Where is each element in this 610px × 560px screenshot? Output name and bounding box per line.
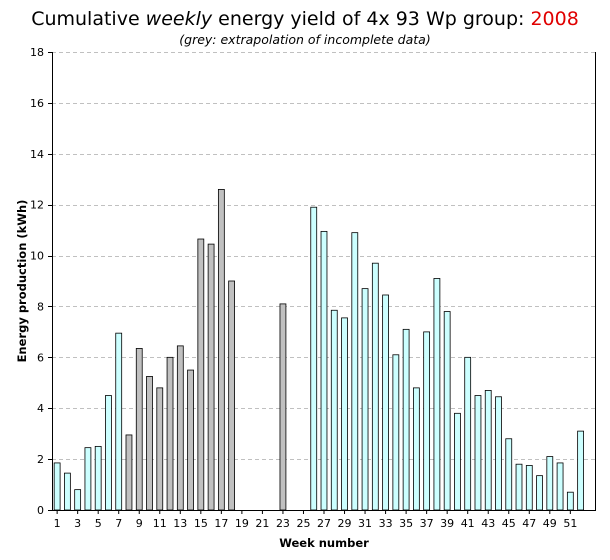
bar-extrapolated [166,356,174,511]
bar [84,447,92,511]
x-tick-label: 15 [194,517,208,530]
y-tick-label: 2 [37,453,44,466]
x-tick-label: 35 [399,517,413,530]
bar [74,489,82,511]
y-tick-label: 0 [37,504,44,517]
bar [412,387,420,511]
bar [94,445,102,511]
bar-extrapolated [217,188,225,511]
x-tick-label: 3 [74,517,81,530]
bar [392,354,400,511]
y-tick-labels: 0 2 4 6 8 10 12 14 16 18 [30,46,44,517]
axes [48,52,596,514]
x-tick-label: 29 [338,517,352,530]
bar [330,309,338,511]
bar-extrapolated [197,238,205,511]
bar [546,456,554,511]
y-tick-label: 14 [30,148,44,161]
x-tick-label: 23 [276,517,290,530]
y-tick-label: 6 [37,351,44,364]
bar-extrapolated [156,387,164,511]
bar-extrapolated [228,280,235,511]
x-tick-label: 9 [136,517,143,530]
x-tick-label: 7 [115,517,122,530]
x-tick-label: 39 [440,517,454,530]
x-tick-label: 1 [54,517,61,530]
x-tick-label: 45 [502,517,516,530]
chart-title-mid: energy yield of 4x 93 Wp group: [212,8,531,30]
x-tick-label: 43 [481,517,495,530]
bar [310,206,318,511]
bar-extrapolated [135,348,143,511]
x-tick-label: 27 [317,517,331,530]
x-tick-label: 49 [543,517,557,530]
chart-title-year: 2008 [530,8,579,30]
y-tick-label: 4 [37,402,44,415]
x-axis-label: Week number [279,536,369,550]
x-tick-label: 13 [173,517,187,530]
bar [495,396,502,511]
bar-extrapolated [146,376,153,511]
bar-extrapolated [125,434,133,511]
x-tick-label: 31 [358,517,372,530]
y-tick-label: 18 [30,46,44,59]
x-tick-label: 37 [420,517,434,530]
bar-extrapolated [279,303,287,511]
bar [402,328,410,511]
x-tick-label: 17 [214,517,228,530]
x-tick-label: 25 [296,517,310,530]
chart-title: Cumulative weekly energy yield of 4x 93 … [0,8,610,30]
bar-extrapolated [187,369,194,511]
bar [351,232,359,511]
bar [536,475,543,511]
bar [361,288,369,511]
bars [53,188,584,511]
x-tick-label: 21 [255,517,269,530]
bar [423,331,431,511]
bar [525,465,533,511]
bar [515,463,523,511]
x-tick-label: 5 [95,517,102,530]
bar [566,491,574,511]
bar [474,395,482,511]
bar [341,317,348,511]
chart-subtitle: (grey: extrapolation of incomplete data) [179,32,431,47]
bar [484,390,492,511]
y-tick-label: 10 [30,250,44,263]
y-axis-label: Energy production (kWh) [15,200,29,363]
bar [556,462,564,511]
x-tick-label: 19 [235,517,249,530]
x-tick-label: 47 [522,517,536,530]
bar [105,395,112,511]
bar [454,412,461,511]
bar [115,332,123,511]
x-tick-label: 33 [379,517,393,530]
bar [505,438,513,511]
bar [443,311,451,511]
bar [320,230,328,511]
y-tick-label: 16 [30,97,44,110]
bar [371,262,379,511]
chart-title-prefix: Cumulative [31,8,146,30]
y-tick-label: 8 [37,300,44,313]
bar-extrapolated [176,345,184,511]
x-tick-label: 11 [153,517,167,530]
bar-extrapolated [207,243,215,511]
x-tick-label: 51 [563,517,577,530]
x-tick-label: 41 [461,517,475,530]
bar [382,294,389,511]
y-tick-label: 12 [30,199,44,212]
x-tick-labels: 1 3 5 7 9 11 13 15 17 19 21 23 25 27 29 31 33 35 37 39 41 43 4… [54,517,578,530]
bar [577,430,584,511]
bar [433,278,441,511]
chart-title-emph: weekly [145,8,213,30]
bar [53,462,61,511]
bar [464,356,472,511]
bar [64,472,71,511]
